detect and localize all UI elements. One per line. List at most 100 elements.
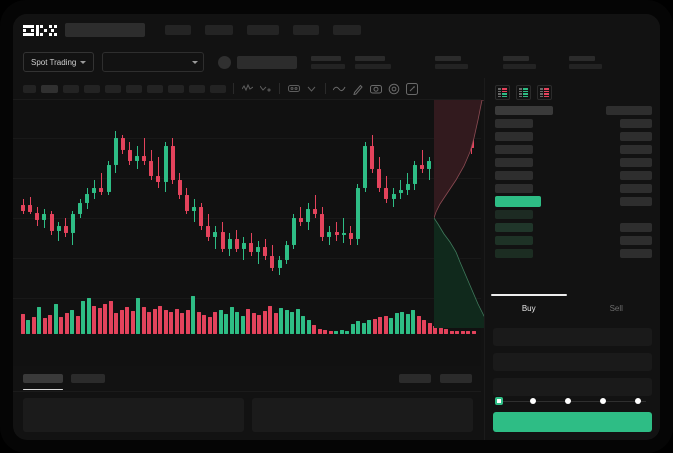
timeframe-pill-6[interactable] xyxy=(147,84,163,93)
nav-item-0[interactable] xyxy=(165,25,191,35)
indicator-icon[interactable] xyxy=(241,82,254,95)
order-field-2[interactable] xyxy=(493,378,652,396)
fullscreen-icon[interactable] xyxy=(405,82,418,95)
slider-step-0[interactable] xyxy=(495,397,503,405)
timeframe-pill-3[interactable] xyxy=(84,84,100,93)
orderbook-bid-row[interactable] xyxy=(495,236,652,245)
chevron-down-icon xyxy=(80,60,87,64)
volume-bar xyxy=(411,310,416,334)
volume-bar xyxy=(224,314,229,334)
nav-item-4[interactable] xyxy=(333,25,361,35)
volume-bar xyxy=(119,309,124,334)
orderbook-ask-row[interactable] xyxy=(495,119,652,128)
orderbook-ask-row[interactable] xyxy=(495,132,652,141)
tab-buy[interactable]: Buy xyxy=(485,294,573,322)
camera-icon[interactable] xyxy=(369,82,382,95)
timeframe-pill-2[interactable] xyxy=(63,84,79,93)
bottom-panel-row xyxy=(13,392,481,440)
submit-order-button[interactable] xyxy=(493,412,652,432)
slider-step-1[interactable] xyxy=(530,398,536,404)
market-stat-4 xyxy=(569,55,603,69)
volume-bar xyxy=(400,311,405,334)
slider-step-2[interactable] xyxy=(565,398,571,404)
volume-bar xyxy=(191,296,196,334)
order-field-1[interactable] xyxy=(493,353,652,371)
orderbook-ask-row[interactable] xyxy=(495,184,652,193)
settings-gear-icon[interactable] xyxy=(387,82,400,95)
volume-bar xyxy=(64,313,69,334)
toolbar-divider xyxy=(325,83,326,94)
timeframe-pill-9[interactable] xyxy=(210,84,226,93)
timeframe-pill-7[interactable] xyxy=(168,84,184,93)
volume-bar xyxy=(207,316,212,334)
timeframe-pill-5[interactable] xyxy=(126,84,142,93)
slider-step-4[interactable] xyxy=(635,398,641,404)
volume-bar xyxy=(356,321,361,334)
chart-type-chevron-icon[interactable] xyxy=(305,82,318,95)
orderbook-bid-row[interactable] xyxy=(495,249,652,258)
chart-tab-0[interactable] xyxy=(23,374,63,390)
nav-item-1[interactable] xyxy=(205,25,233,35)
orderbook-mode-asks-icon[interactable] xyxy=(537,85,552,100)
orderbook-bid-row[interactable] xyxy=(495,210,652,219)
volume-bar xyxy=(75,315,80,334)
okx-logo[interactable] xyxy=(23,24,57,36)
orderbook-rows[interactable] xyxy=(485,106,660,298)
volume-bar xyxy=(174,308,179,334)
slider-track xyxy=(499,400,646,402)
trading-pair-select[interactable] xyxy=(102,52,205,72)
line-chart-icon[interactable] xyxy=(333,82,346,95)
volume-bar xyxy=(466,330,470,334)
volume-bar xyxy=(306,320,311,334)
volume-bar xyxy=(345,330,350,334)
chart-toolbar xyxy=(13,78,481,100)
tab-sell[interactable]: Sell xyxy=(609,303,623,313)
ticker-summary[interactable] xyxy=(218,55,298,69)
volume-bar xyxy=(438,327,443,334)
draw-pencil-icon[interactable] xyxy=(351,82,364,95)
orderbook-last-price-row[interactable] xyxy=(495,196,652,207)
timeframe-pill-4[interactable] xyxy=(105,84,121,93)
volume-bar xyxy=(92,305,97,334)
market-stat-0 xyxy=(311,55,346,69)
volume-bar xyxy=(53,303,58,334)
volume-bar xyxy=(196,312,201,334)
price-chart[interactable] xyxy=(13,100,481,366)
compare-icon[interactable] xyxy=(259,82,272,95)
market-stat-label xyxy=(311,55,342,61)
volume-bar xyxy=(290,312,295,334)
chart-action-0[interactable] xyxy=(399,374,431,383)
timeframe-pill-8[interactable] xyxy=(189,84,205,93)
header-search-input[interactable] xyxy=(65,23,145,37)
slider-step-3[interactable] xyxy=(600,398,606,404)
market-stat-value xyxy=(503,63,537,69)
bottom-panel-1[interactable] xyxy=(252,398,473,432)
chart-bottom-tabs xyxy=(13,366,481,392)
timeframe-pill-1[interactable] xyxy=(41,84,58,93)
timeframe-pill-0[interactable] xyxy=(23,84,36,93)
orderbook-ask-row[interactable] xyxy=(495,171,652,180)
spot-trading-selector[interactable]: Spot Trading xyxy=(23,52,95,72)
spot-trading-label: Spot Trading xyxy=(31,57,77,67)
volume-bar xyxy=(268,306,273,334)
orderbook-mode-bids-icon[interactable] xyxy=(516,85,531,100)
market-stat-3 xyxy=(503,55,537,69)
order-field-0[interactable] xyxy=(493,328,652,346)
orderbook-ask-row[interactable] xyxy=(495,145,652,154)
chart-action-1[interactable] xyxy=(440,374,472,383)
orderbook-mode-both-icon[interactable] xyxy=(495,85,510,100)
volume-bar xyxy=(328,330,333,334)
nav-item-2[interactable] xyxy=(247,25,279,35)
nav-item-3[interactable] xyxy=(293,25,319,35)
bottom-panel-0[interactable] xyxy=(23,398,244,432)
chart-tab-1[interactable] xyxy=(71,374,105,383)
orderbook-ask-row[interactable] xyxy=(495,158,652,167)
order-form-fields xyxy=(493,328,652,403)
template-icon[interactable] xyxy=(287,82,300,95)
orderbook-bid-row[interactable] xyxy=(495,223,652,232)
volume-bar xyxy=(416,315,421,334)
amount-slider[interactable] xyxy=(495,396,650,406)
okx-logo-icon xyxy=(23,24,57,36)
volume-bar xyxy=(240,315,245,334)
